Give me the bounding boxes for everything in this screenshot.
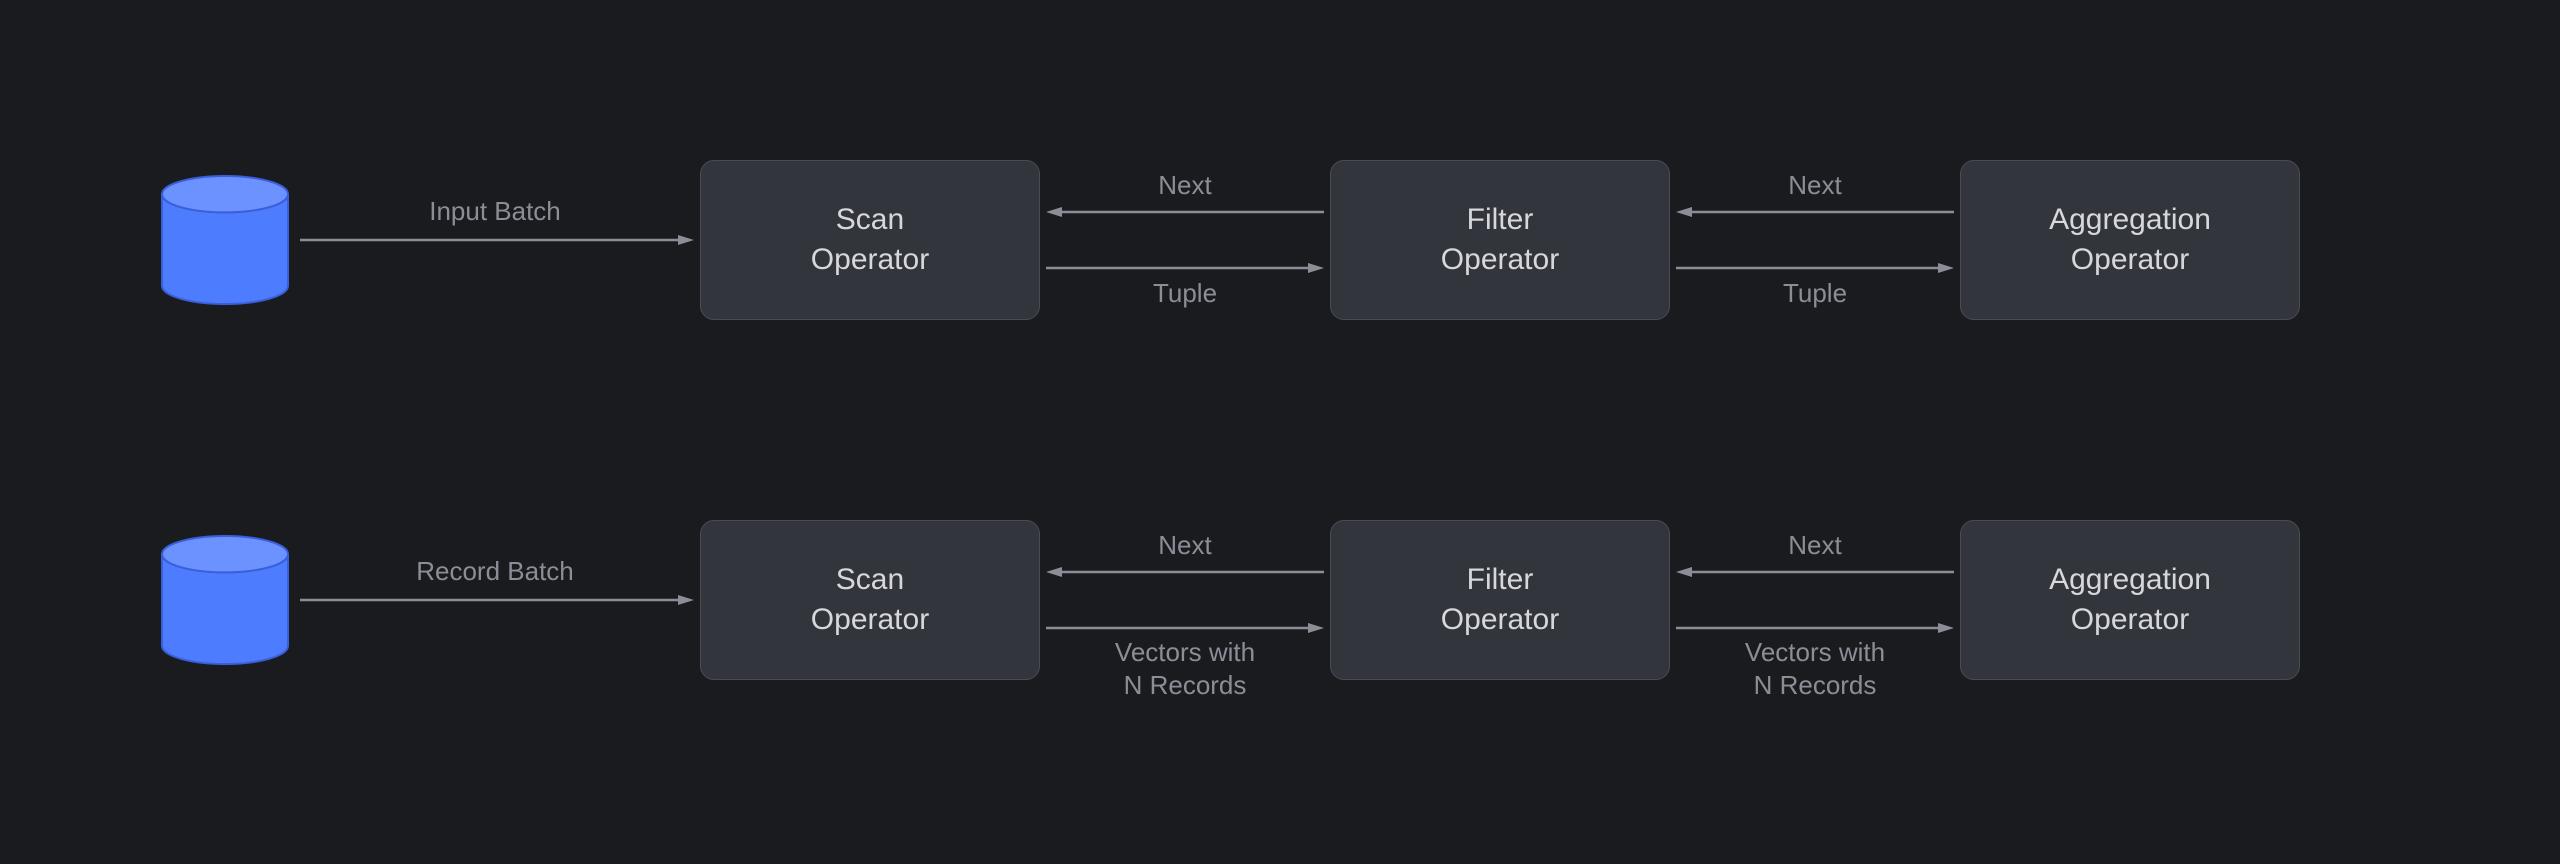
input-label: Record Batch	[395, 556, 595, 587]
edge-label: Vectors withN Records	[1685, 636, 1945, 701]
operator-line1: Aggregation	[2049, 560, 2211, 601]
edge-label: Tuple	[1085, 278, 1285, 309]
operator-line2: Operator	[2071, 240, 2189, 281]
edge-label: Next	[1085, 530, 1285, 561]
operator-line1: Filter	[1467, 560, 1534, 601]
edge-label: Vectors withN Records	[1055, 636, 1315, 701]
operator-box: ScanOperator	[700, 160, 1040, 320]
operator-line1: Scan	[836, 560, 904, 601]
diagram-canvas: Input BatchScanOperatorFilterOperatorAgg…	[0, 0, 2560, 864]
operator-line2: Operator	[811, 240, 929, 281]
database-cylinder-icon	[160, 175, 290, 305]
operator-line1: Scan	[836, 200, 904, 241]
edge-label: Next	[1085, 170, 1285, 201]
operator-box: FilterOperator	[1330, 160, 1670, 320]
operator-line2: Operator	[811, 600, 929, 641]
edge-label: Tuple	[1715, 278, 1915, 309]
operator-box: ScanOperator	[700, 520, 1040, 680]
edge-label: Next	[1715, 170, 1915, 201]
operator-line2: Operator	[2071, 600, 2189, 641]
database-cylinder-icon	[160, 535, 290, 665]
operator-line1: Filter	[1467, 200, 1534, 241]
input-label: Input Batch	[395, 196, 595, 227]
operator-box: FilterOperator	[1330, 520, 1670, 680]
operator-line2: Operator	[1441, 240, 1559, 281]
operator-line2: Operator	[1441, 600, 1559, 641]
edge-label: Next	[1715, 530, 1915, 561]
operator-line1: Aggregation	[2049, 200, 2211, 241]
operator-box: AggregationOperator	[1960, 160, 2300, 320]
operator-box: AggregationOperator	[1960, 520, 2300, 680]
